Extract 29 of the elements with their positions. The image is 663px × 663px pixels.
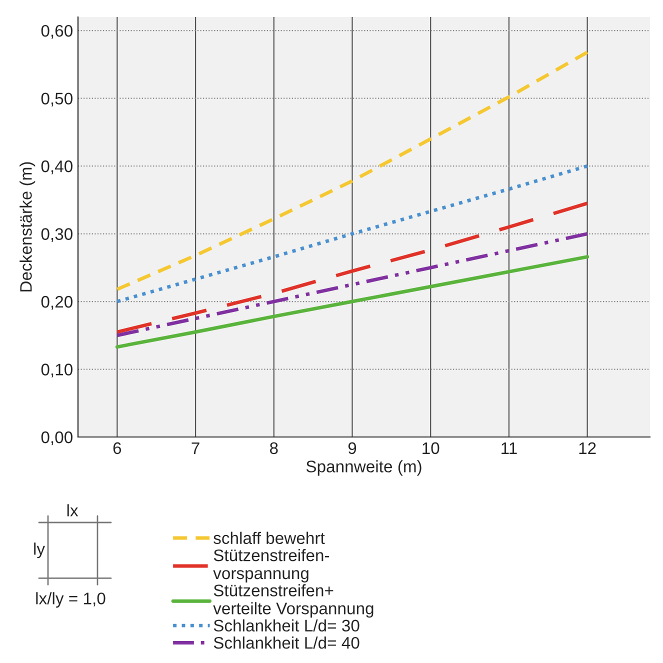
x-tick-label: 11: [502, 442, 517, 454]
legend-label: Schlankheit L/d= 40: [214, 636, 360, 649]
line-series: [115, 164, 590, 304]
legend-label: Stützenstreifen+ verteilte Vorspannung: [213, 584, 374, 618]
y-tick-label: 0,20: [41, 296, 72, 310]
x-tick-label: 6: [113, 442, 122, 454]
y-tick-label: 0,60: [41, 24, 72, 39]
y-tick-label: 0,10: [41, 364, 72, 378]
legend-label: schlaff bewehrt: [214, 532, 325, 544]
text: lx/ly = 1,0: [36, 592, 106, 608]
text: lx: [67, 504, 78, 516]
line-series: [115, 202, 590, 334]
y-tick-label: 0,30: [41, 228, 72, 242]
y-tick-label: 0,40: [41, 160, 72, 174]
legend-label: Schlankheit L/d= 30: [214, 619, 360, 632]
y-tick-label: 0,50: [41, 92, 72, 106]
x-tick-label: 7: [192, 442, 200, 454]
x-tick-label: 9: [348, 442, 356, 454]
x-tick-label: 8: [270, 442, 278, 454]
x-axis-title: Spannweite (m): [306, 460, 422, 476]
line-series: [115, 232, 590, 338]
legend-label: Stützenstreifen- vorspannung: [213, 549, 330, 582]
x-tick-label: 10: [422, 442, 440, 454]
x-tick-label: 12: [579, 442, 596, 454]
y-axis-title: Deckenstärke (m): [20, 162, 36, 292]
text: ly: [34, 542, 45, 558]
line-series: [115, 255, 590, 349]
line-series: [115, 50, 590, 292]
y-tick-label: 0,00: [41, 431, 72, 446]
